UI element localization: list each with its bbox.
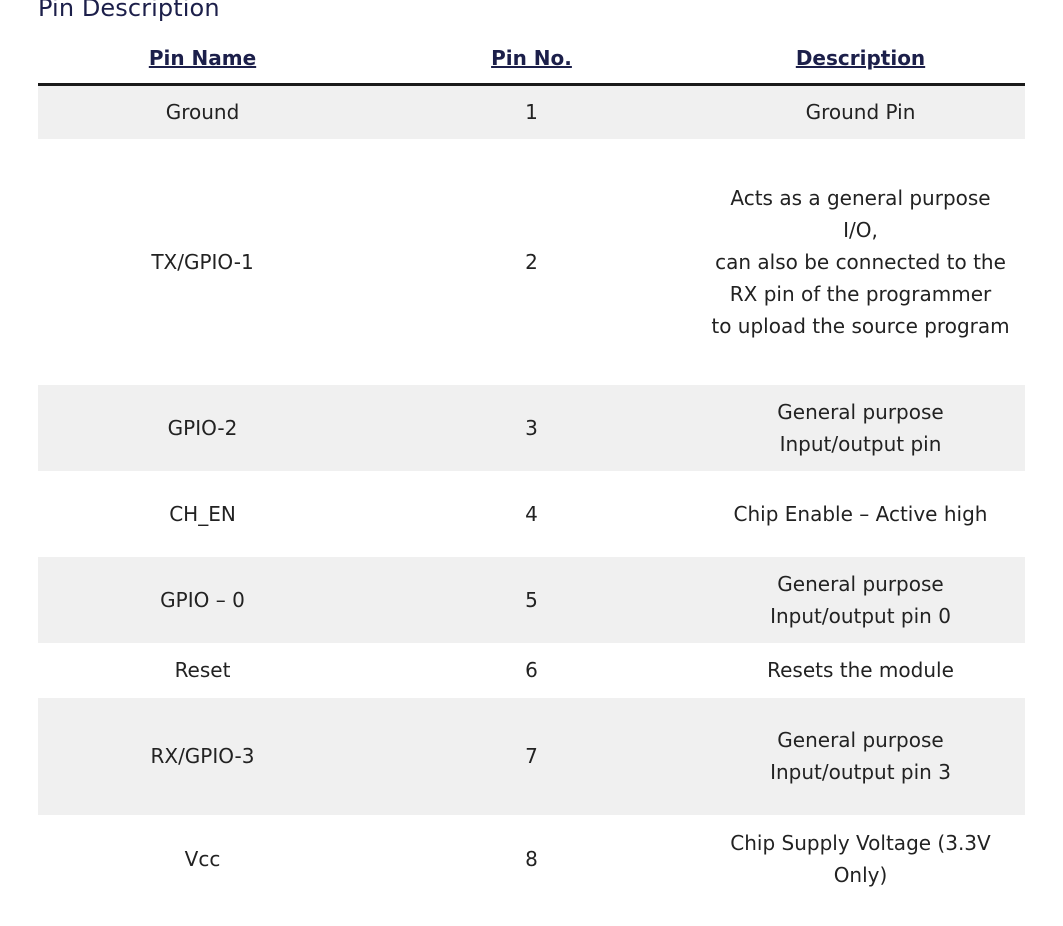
pin-description-cell: Acts as a general purpose I/O, can also … [696,139,1025,385]
description-line: to upload the source program [711,313,1010,338]
table-row: Vcc 8 Chip Supply Voltage (3.3V Only) [38,815,1025,903]
table-row: RX/GPIO-3 7 General purpose Input/output… [38,697,1025,815]
pin-description-cell: General purpose Input/output pin 0 [696,556,1025,643]
pin-number-cell: 3 [367,384,696,471]
header-pin-no: Pin No. [367,33,696,86]
description-text: Ground Pin [805,100,916,125]
table-row: GPIO-2 3 General purpose Input/output pi… [38,384,1025,471]
pin-number-cell: 1 [367,84,696,139]
pin-name-cell: Vcc [184,846,221,871]
section-title: Pin Description [38,0,220,22]
pin-description-cell: Resets the module [696,643,1025,698]
pin-description-cell: Chip Enable – Active high [696,471,1025,557]
description-text: Chip Supply Voltage (3.3V Only) [730,830,991,887]
description-text: Acts as a general purpose I/O, can also … [711,182,1011,342]
pin-name-cell: GPIO-2 [38,384,367,471]
table-row: Ground 1 Ground Pin [38,84,1025,139]
table-row: CH_EN 4 Chip Enable – Active high [38,471,1025,557]
description-text: General purpose Input/output pin [777,399,944,456]
description-text: Chip Enable – Active high [733,501,988,526]
pin-number-cell: 7 [367,697,696,815]
pin-name-cell: GPIO – 0 [38,556,367,643]
table-row: TX/GPIO-1 2 Acts as a general purpose I/… [38,139,1025,385]
table-row: Reset 6 Resets the module [38,643,1025,698]
pin-description-table: Pin Name Pin No. Description Ground 1 Gr… [38,33,1025,903]
table-header-row: Pin Name Pin No. Description [38,33,1025,86]
pin-name-cell: Ground [38,84,367,139]
pin-name-cell: Reset [174,658,231,682]
pin-description-cell: General purpose Input/output pin 3 [696,697,1025,815]
pin-name-cell: CH_EN [169,501,236,526]
header-description: Description [696,33,1025,86]
pin-number-cell: 4 [525,501,538,526]
pin-description-cell: Ground Pin [696,84,1025,139]
description-line: Acts as a general purpose I/O, [730,185,991,242]
description-text: Resets the module [767,658,954,682]
pin-description-cell: Chip Supply Voltage (3.3V Only) [696,815,1025,903]
header-pin-name: Pin Name [38,33,367,86]
pin-number-cell: 6 [525,658,538,682]
description-line: can also be connected to the RX pin of t… [715,249,1006,306]
description-text: General purpose Input/output pin 0 [770,571,951,628]
table-row: GPIO – 0 5 General purpose Input/output … [38,556,1025,643]
pin-number-cell: 8 [525,846,538,871]
pin-name-cell: RX/GPIO-3 [38,697,367,815]
description-text: General purpose Input/output pin 3 [770,728,951,784]
pin-number-cell: 2 [525,249,538,274]
pin-number-cell: 5 [367,556,696,643]
pin-description-cell: General purpose Input/output pin [696,384,1025,471]
pin-name-cell: TX/GPIO-1 [151,249,254,274]
